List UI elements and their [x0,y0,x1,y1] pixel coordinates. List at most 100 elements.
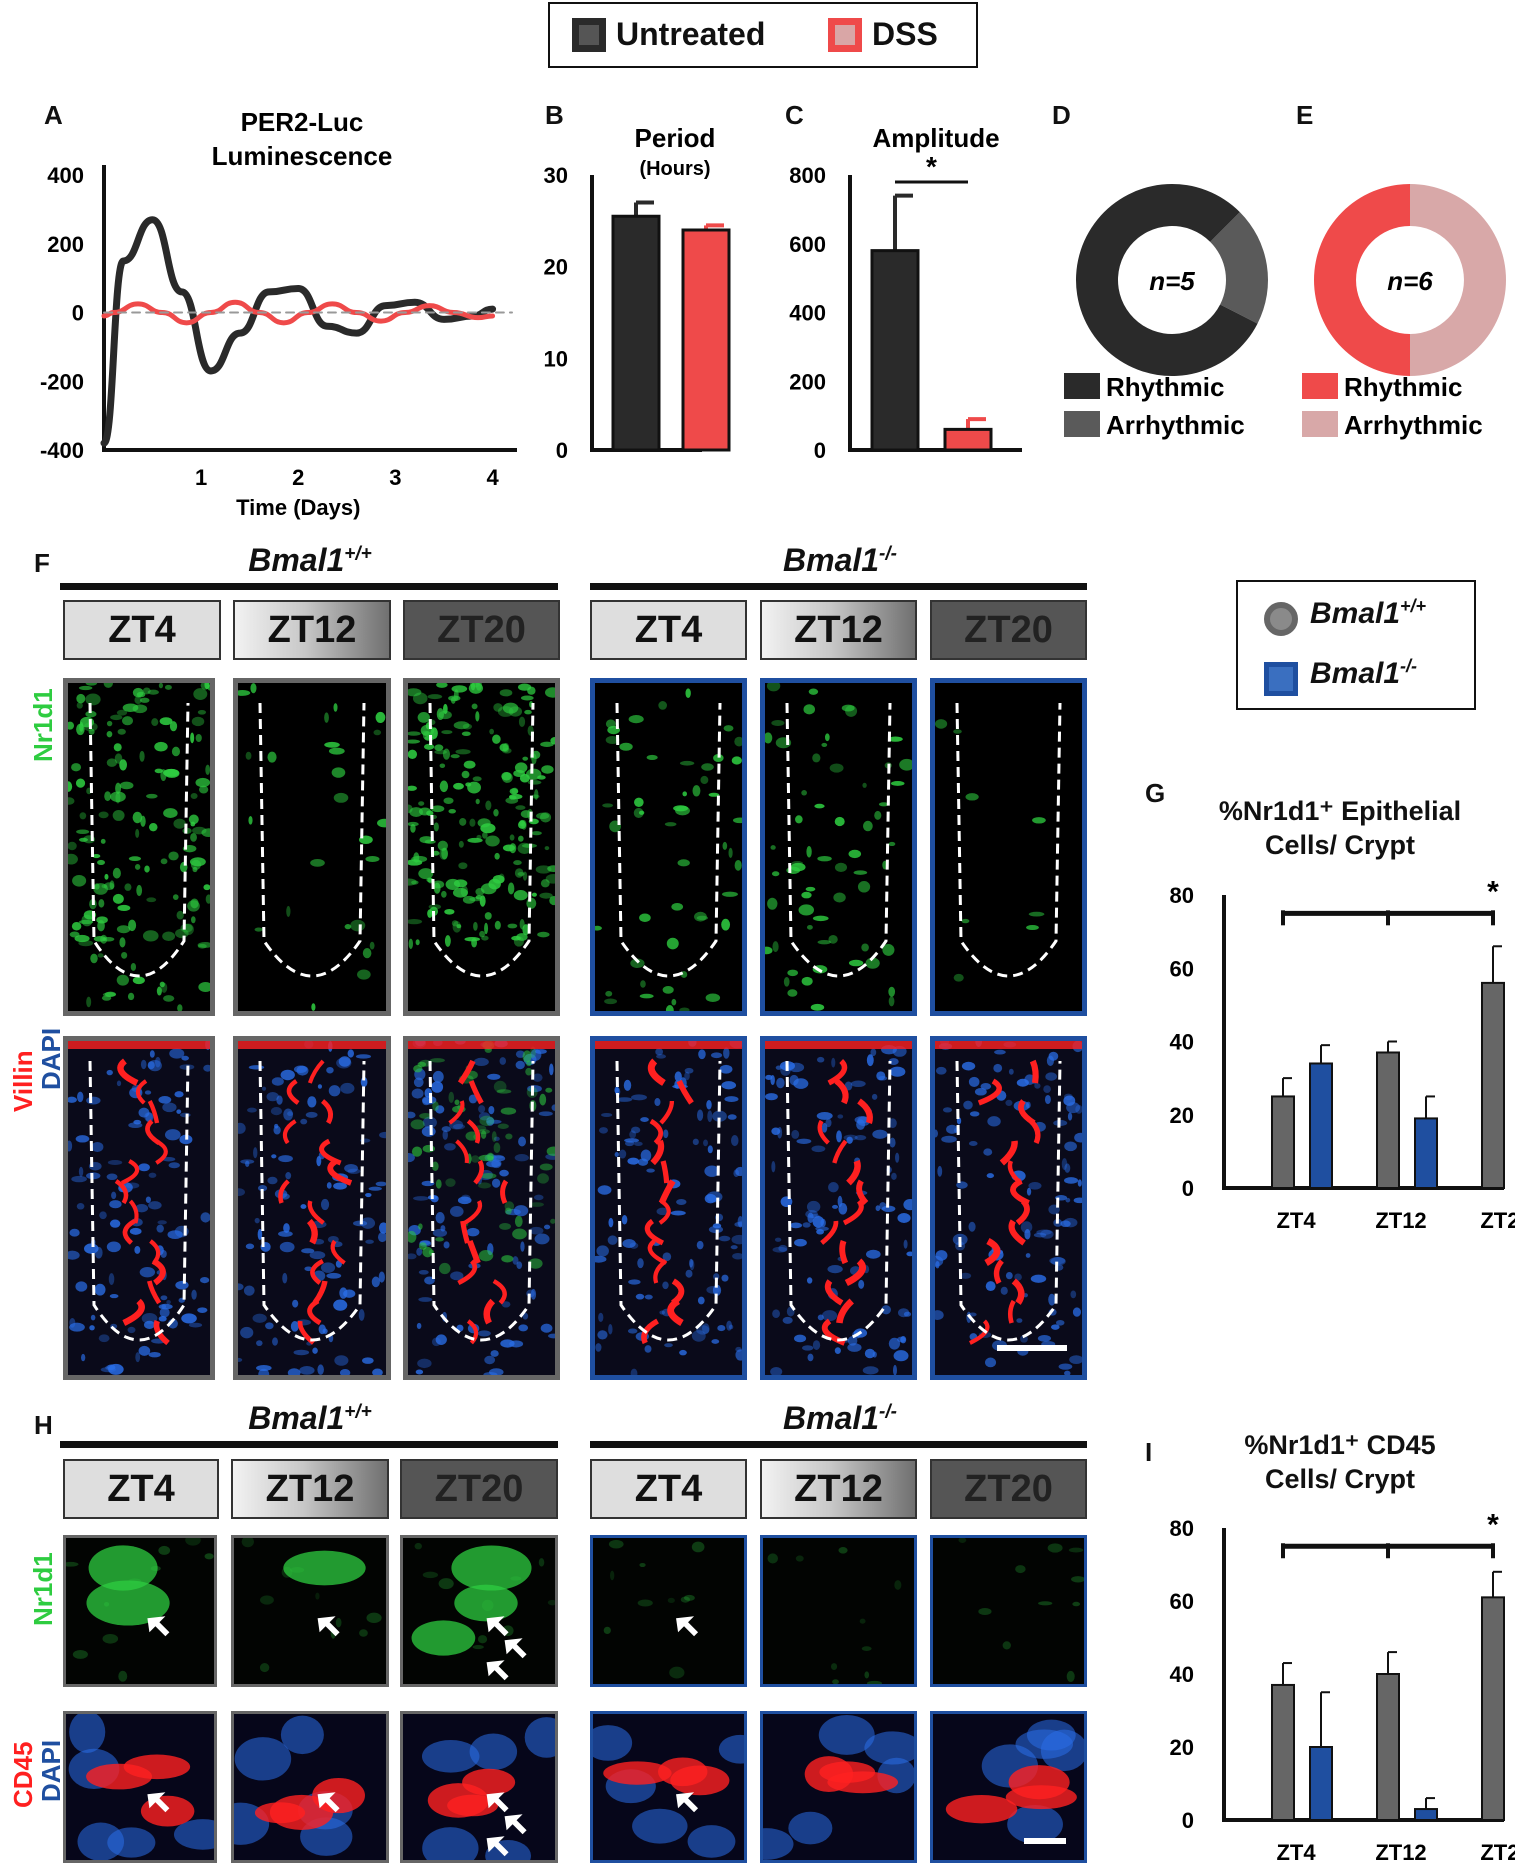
villin-brush-border [68,1041,210,1049]
chart-g-bar-zt12-wt [1376,1051,1400,1189]
fluorescence-speckle [412,692,428,705]
fluorescence-speckle [285,1172,292,1180]
fluorescence-speckle [493,1142,501,1153]
fluorescence-speckle [980,1082,992,1090]
fluorescence-speckle [148,1352,161,1358]
fluorescence-speckle [439,780,449,793]
fluorescence-speckle [292,1299,299,1308]
fluorescence-speckle [772,941,779,953]
fluorescence-speckle [84,1243,99,1254]
fluorescence-speckle [1064,1177,1079,1184]
fluorescence-speckle [91,1141,104,1153]
fluorescence-speckle [903,1311,912,1317]
fluorescence-speckle [333,1299,348,1311]
fluorescence-speckle [245,751,252,760]
h-cd45-wt-zt4-image [63,1711,217,1863]
fluorescence-speckle [148,823,158,832]
fluorescence-speckle [596,1245,609,1257]
fluorescence-speckle [408,938,413,950]
fluorescence-speckle [493,809,499,817]
fluorescence-speckle [1069,1355,1082,1365]
fluorescence-speckle [847,1343,862,1352]
fluorescence-speckle [735,1346,742,1352]
fluorescence-speckle [502,742,510,753]
fluorescence-speckle [894,1580,902,1590]
f-ko-genotype-title: Bmal1-/- [783,542,897,578]
villin-stain [1008,1219,1026,1246]
fluorescence-speckle [888,736,903,742]
fluorescence-speckle [78,837,88,842]
villin-stain [857,1098,873,1124]
villin-brush-border [765,1041,912,1049]
fluorescence-speckle [646,754,658,761]
fluorescence-speckle [158,1545,171,1555]
villin-stain [147,1280,162,1305]
fluorescence-speckle [669,1666,685,1679]
fluorescence-speckle [670,1210,686,1216]
villin-stain [658,1199,671,1225]
panel-letter-a: A [44,100,63,130]
fluorescence-speckle [723,725,734,732]
fluorescence-speckle [109,1219,121,1228]
fluorescence-speckle [1064,1163,1071,1173]
h-nr1d1-ko-zt4-image [590,1535,747,1687]
cd45-cell [254,1802,306,1824]
fluorescence-speckle [644,1294,653,1300]
fluorescence-speckle [81,1353,86,1362]
chart-a: PER2-Luc Luminescence 400 200 0 -200 -400 1 2 3 4 T… [40,107,517,520]
fluorescence-speckle [127,1326,136,1334]
fluorescence-speckle [539,1163,553,1171]
fluorescence-speckle [276,1095,283,1105]
fluorescence-speckle [333,1182,347,1190]
fluorescence-speckle [68,841,77,851]
fluorescence-speckle [801,891,812,899]
fluorescence-speckle [889,1137,896,1148]
fluorescence-speckle [1032,817,1046,824]
fluorescence-speckle [449,1205,464,1217]
f-nr1d1-ko-zt20-image [930,678,1087,1016]
crypt-outline [88,1060,190,1342]
fluorescence-speckle [731,1134,739,1147]
fluorescence-speckle [134,1246,141,1254]
fluorescence-speckle [664,822,677,827]
fluorescence-speckle [175,1280,189,1290]
fluorescence-speckle [530,1046,536,1059]
fluorescence-speckle [805,886,816,892]
fluorescence-speckle [139,750,145,762]
fluorescence-speckle [888,841,896,847]
fluorescence-speckle [793,1078,809,1089]
fluorescence-speckle [628,1279,641,1285]
fluorescence-speckle [445,1178,456,1187]
fluorescence-speckle [514,762,528,773]
fluorescence-speckle [418,868,434,880]
fluorescence-speckle [477,1129,490,1135]
fluorescence-speckle [76,829,90,834]
fluorescence-speckle [68,1096,77,1103]
fluorescence-speckle [378,1222,386,1234]
arrowhead-marker [486,1836,509,1857]
chart-g-y-tick-label: 60 [1170,956,1194,981]
f-ko-zt4-header: ZT4 [590,600,747,660]
f-villin-wt-zt20-image [403,1036,560,1380]
fluorescence-speckle [721,891,738,897]
fluorescence-speckle [320,1198,330,1211]
fluorescence-speckle [156,1224,164,1233]
fluorescence-speckle [418,801,425,806]
fluorescence-speckle [238,1188,245,1197]
dapi-nucleus [469,1733,518,1770]
fluorescence-speckle [634,797,644,807]
fluorescence-speckle [485,835,500,847]
fluorescence-speckle [66,1561,79,1567]
villin-stain [647,1239,668,1265]
villin-stain [455,1139,469,1164]
fluorescence-speckle [299,1366,315,1375]
villin-stain [128,1199,139,1224]
fluorescence-speckle [434,744,444,751]
villin-stain [307,1059,325,1084]
fluorescence-speckle [458,862,468,870]
fluorescence-speckle [935,1255,944,1267]
fluorescence-speckle [692,1138,699,1146]
f-villin-ko-zt20-image [930,1036,1087,1380]
fluorescence-speckle [117,728,126,735]
fluorescence-speckle [422,1246,433,1258]
